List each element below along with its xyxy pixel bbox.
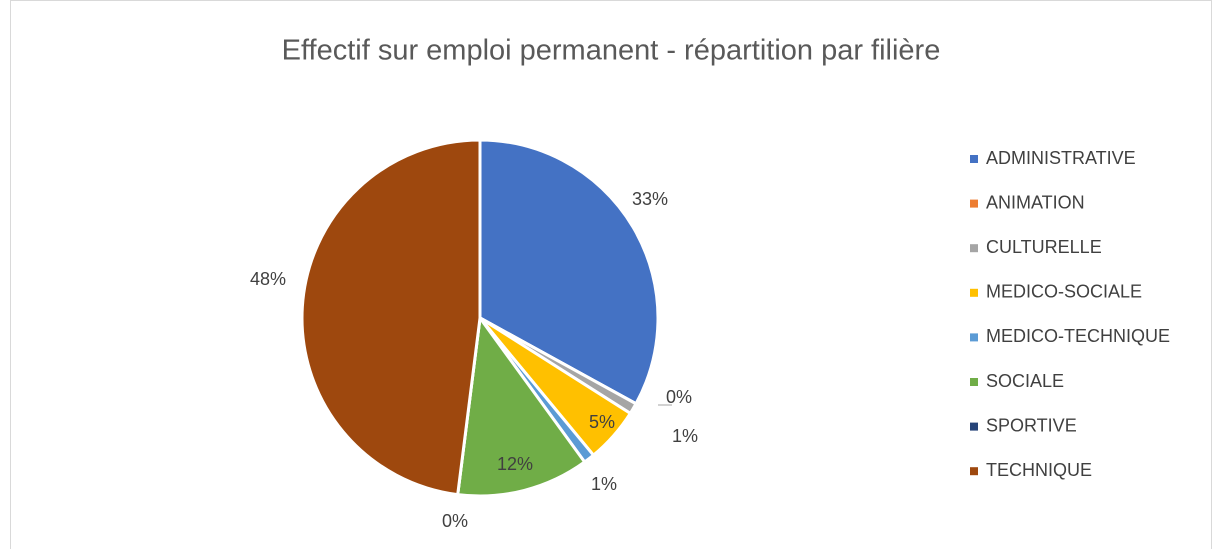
legend-swatch — [970, 422, 978, 431]
legend-label: SPORTIVE — [986, 415, 1077, 435]
pie-slice — [478, 138, 660, 406]
pie-slice — [456, 314, 587, 498]
legend-label: ANIMATION — [986, 192, 1085, 212]
legend-swatch — [970, 288, 978, 297]
legend-swatch — [970, 333, 978, 342]
legend-label: MEDICO-SOCIALE — [986, 282, 1142, 302]
legend-swatch — [970, 244, 978, 253]
legend-swatch — [970, 467, 978, 476]
data-label: 0% — [666, 387, 692, 407]
legend-label: ADMINISTRATIVE — [986, 148, 1136, 168]
data-label: 5% — [589, 412, 615, 432]
data-label: 12% — [497, 454, 533, 474]
data-label: 1% — [672, 426, 698, 446]
legend-label: CULTURELLE — [986, 237, 1102, 257]
data-label: 33% — [632, 189, 668, 209]
data-label: 48% — [250, 269, 286, 289]
legend-swatch — [970, 199, 978, 208]
legend-label: SOCIALE — [986, 371, 1064, 391]
legend-label: TECHNIQUE — [986, 460, 1092, 480]
data-label: 1% — [591, 474, 617, 494]
chart-border — [10, 0, 1212, 549]
legend-swatch — [970, 155, 978, 163]
pie-slice — [300, 138, 482, 497]
legend-label: MEDICO-TECHNIQUE — [986, 326, 1170, 346]
data-label: 0% — [442, 511, 468, 531]
chart-title: Effectif sur emploi permanent - répartit… — [282, 35, 941, 67]
legend-swatch — [970, 378, 978, 386]
